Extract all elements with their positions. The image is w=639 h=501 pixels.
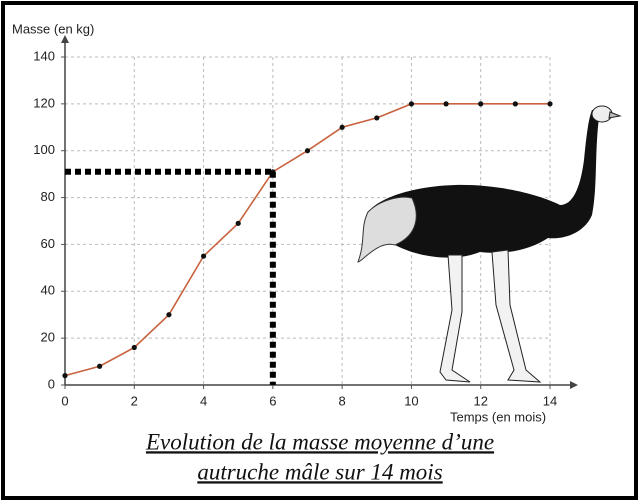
data-point <box>340 125 345 130</box>
y-tick-label: 100 <box>33 142 55 157</box>
caption: autruche mâle sur 14 mois <box>197 459 442 484</box>
y-tick-label: 60 <box>41 236 55 251</box>
data-point <box>513 101 518 106</box>
data-point <box>236 221 241 226</box>
y-tick-label: 80 <box>41 189 55 204</box>
data-point <box>201 254 206 259</box>
x-tick-label: 12 <box>473 393 487 408</box>
y-tick-label: 0 <box>48 376 55 391</box>
x-tick-label: 4 <box>200 393 207 408</box>
x-tick-label: 2 <box>131 393 138 408</box>
y-tick-label: 20 <box>41 330 55 345</box>
data-point <box>443 101 448 106</box>
y-tick-label: 40 <box>41 283 55 298</box>
data-point <box>374 115 379 120</box>
data-point <box>97 364 102 369</box>
data-point <box>478 101 483 106</box>
data-point <box>166 312 171 317</box>
x-tick-label: 0 <box>61 393 68 408</box>
y-tick-label: 120 <box>33 95 55 110</box>
data-point <box>547 101 552 106</box>
data-point <box>409 101 414 106</box>
x-axis-label: Temps (en mois) <box>450 409 546 424</box>
x-tick-label: 14 <box>543 393 557 408</box>
data-point <box>305 148 310 153</box>
caption: Evolution de la masse moyenne d’une <box>145 429 494 454</box>
y-tick-label: 140 <box>33 48 55 63</box>
x-tick-label: 8 <box>339 393 346 408</box>
x-tick-label: 6 <box>269 393 276 408</box>
data-point <box>62 373 67 378</box>
x-tick-label: 10 <box>404 393 418 408</box>
y-axis-label: Masse (en kg) <box>12 21 94 36</box>
data-point <box>132 345 137 350</box>
chart: 0 20 40 60 80 100 120 140 0 2 4 6 8 10 12 14 Masse (en k… <box>0 0 639 501</box>
